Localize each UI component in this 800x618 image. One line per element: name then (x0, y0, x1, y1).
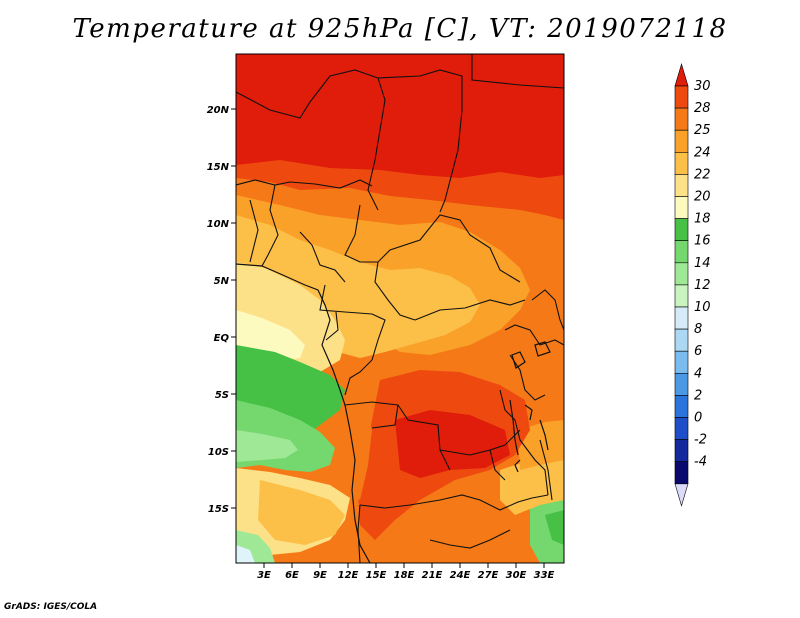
colorbar-swatch (674, 395, 689, 418)
lon-label-30e: 30E (506, 570, 527, 581)
colorbar-label: 24 (694, 145, 711, 160)
colorbar-label: 12 (694, 278, 711, 293)
colorbar-label: 6 (694, 344, 702, 359)
lon-tick-marks (263, 563, 545, 568)
colorbar-swatch (674, 417, 689, 440)
lat-label-eq: EQ (214, 333, 230, 344)
lon-label-27e: 27E (478, 570, 499, 581)
colorbar-label: 10 (694, 300, 711, 315)
colorbar-label: 14 (694, 256, 711, 271)
colorbar-label: 25 (694, 123, 711, 138)
grads-credit: GrADS: IGES/COLA (4, 602, 98, 612)
colorbar-swatch (674, 174, 689, 197)
lat-tick-marks (231, 108, 236, 509)
lon-label-6e: 6E (285, 570, 299, 581)
lon-label-33e: 33E (534, 570, 555, 581)
colorbar-swatch (674, 196, 689, 219)
colorbar-label: 16 (694, 234, 711, 249)
lat-label-15s: 15S (208, 504, 229, 515)
lat-label-5s: 5S (215, 390, 229, 401)
colorbar-label: 28 (694, 101, 711, 116)
temperature-field (236, 54, 564, 563)
colorbar-label: -2 (694, 433, 707, 448)
colorbar-swatch (674, 85, 689, 109)
colorbar-label: 22 (694, 167, 711, 182)
chart-title: Temperature at 925hPa [C], VT: 201907211… (72, 14, 728, 44)
lon-label-15e: 15E (366, 570, 387, 581)
country-borders (236, 54, 564, 563)
lon-label-12e: 12E (338, 570, 359, 581)
colorbar-swatch (674, 129, 689, 153)
colorbar-swatch (674, 284, 689, 308)
colorbar-label: -4 (694, 455, 707, 470)
colorbar-label: 30 (694, 79, 711, 94)
colorbar-label: 2 (694, 388, 702, 403)
colorbar-swatch (674, 350, 689, 374)
colorbar-label: 8 (694, 322, 702, 337)
colorbar-swatch (674, 328, 689, 352)
colorbar-label: 20 (694, 190, 711, 205)
colorbar-swatch (674, 306, 689, 330)
colorbar-swatch (674, 461, 689, 485)
colorbar-swatch (674, 152, 689, 175)
lon-label-18e: 18E (394, 570, 415, 581)
colorbar-swatch (674, 107, 689, 131)
lat-label-20n: 20N (207, 105, 230, 116)
colorbar-label: 0 (694, 411, 702, 426)
coastline (236, 263, 371, 563)
colorbar-swatch (674, 372, 689, 396)
colorbar-swatch (674, 240, 689, 264)
colorbar-swatch (674, 218, 689, 242)
lon-label-21e: 21E (422, 570, 443, 581)
lat-label-10n: 10N (207, 219, 230, 230)
colorbar-bottom-arrow (674, 483, 689, 507)
lakes (509, 341, 551, 473)
lat-label-15n: 15N (207, 162, 230, 173)
colorbar-label: 4 (694, 366, 702, 381)
colorbar-swatch (674, 439, 689, 463)
map-frame (235, 53, 565, 564)
lon-label-3e: 3E (257, 570, 271, 581)
lat-label-5n: 5N (214, 276, 230, 287)
colorbar-label: 18 (694, 212, 711, 227)
colorbar-top-arrow (674, 62, 689, 87)
colorbar-swatch (674, 262, 689, 286)
lat-label-10s: 10S (208, 447, 229, 458)
lon-label-24e: 24E (450, 570, 471, 581)
lon-label-9e: 9E (313, 570, 327, 581)
